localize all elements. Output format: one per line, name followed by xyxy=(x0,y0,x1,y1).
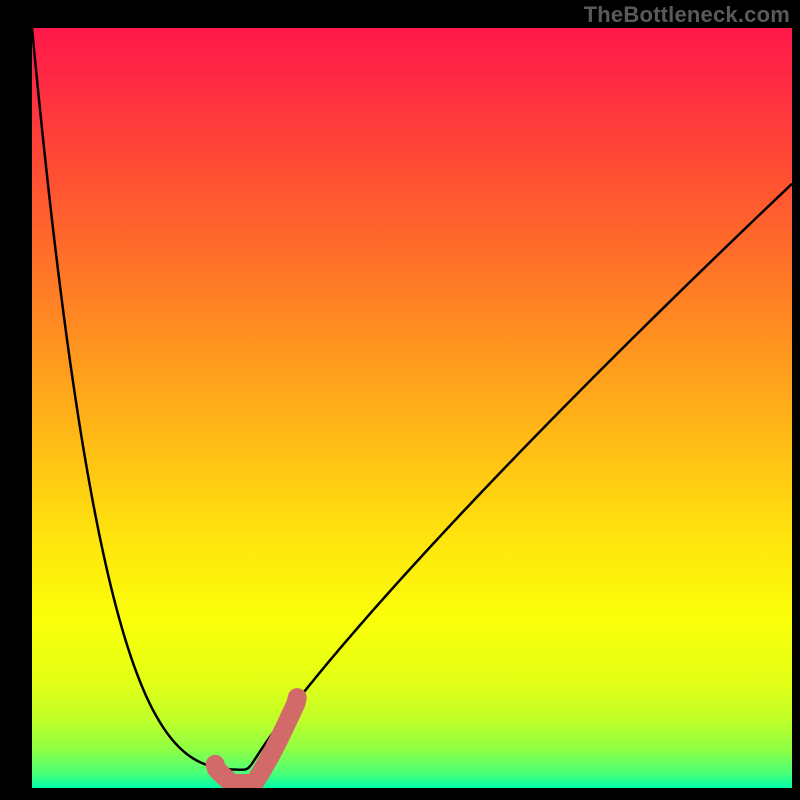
plot-svg xyxy=(32,28,792,788)
bottleneck-plot xyxy=(32,28,792,788)
watermark-text: TheBottleneck.com xyxy=(584,2,790,28)
gradient-background xyxy=(32,28,792,788)
